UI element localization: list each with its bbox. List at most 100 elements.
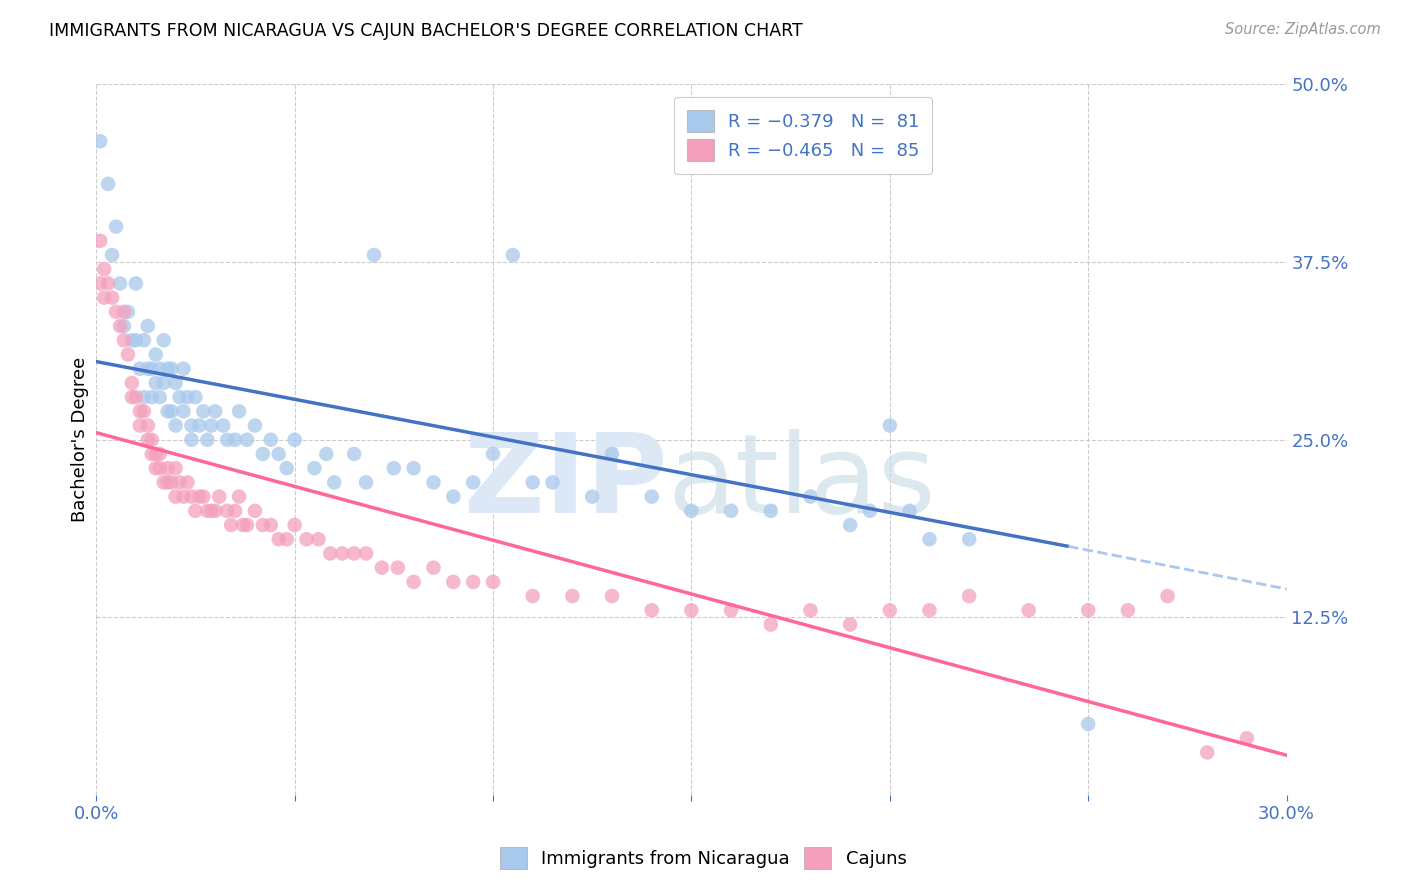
Point xyxy=(859,504,882,518)
Point xyxy=(879,418,901,433)
Point xyxy=(121,333,143,347)
Point xyxy=(354,546,377,560)
Point xyxy=(354,475,377,490)
Point xyxy=(1236,731,1258,746)
Point xyxy=(165,490,187,504)
Point xyxy=(315,447,337,461)
Point xyxy=(363,248,385,262)
Point xyxy=(184,504,207,518)
Point xyxy=(173,490,195,504)
Point xyxy=(217,504,239,518)
Point xyxy=(228,490,250,504)
Point xyxy=(145,447,167,461)
Point xyxy=(957,589,980,603)
Point xyxy=(879,603,901,617)
Legend: Immigrants from Nicaragua, Cajuns: Immigrants from Nicaragua, Cajuns xyxy=(491,838,915,879)
Point xyxy=(1156,589,1178,603)
Point xyxy=(402,461,425,475)
Point xyxy=(156,461,179,475)
Point xyxy=(200,418,222,433)
Point xyxy=(267,533,290,547)
Point xyxy=(402,574,425,589)
Point xyxy=(217,433,239,447)
Point xyxy=(441,490,464,504)
Point xyxy=(522,589,544,603)
Point xyxy=(89,134,111,148)
Point xyxy=(169,475,191,490)
Point xyxy=(173,404,195,418)
Point xyxy=(105,305,128,319)
Point xyxy=(422,475,444,490)
Y-axis label: Bachelor's Degree: Bachelor's Degree xyxy=(72,357,89,523)
Point xyxy=(276,533,298,547)
Point xyxy=(641,490,664,504)
Point xyxy=(681,504,703,518)
Text: ZIP: ZIP xyxy=(464,429,668,536)
Point xyxy=(260,433,283,447)
Point xyxy=(93,262,115,277)
Point xyxy=(97,277,120,291)
Point xyxy=(252,447,274,461)
Point xyxy=(463,574,485,589)
Point xyxy=(600,589,623,603)
Point xyxy=(918,603,941,617)
Point xyxy=(284,518,307,533)
Point xyxy=(463,475,485,490)
Point xyxy=(236,433,259,447)
Point xyxy=(561,589,583,603)
Point xyxy=(195,504,218,518)
Point xyxy=(117,305,139,319)
Point xyxy=(152,333,174,347)
Point xyxy=(188,418,211,433)
Point xyxy=(1018,603,1040,617)
Point xyxy=(125,333,148,347)
Point xyxy=(204,504,226,518)
Point xyxy=(101,248,124,262)
Point xyxy=(173,361,195,376)
Point xyxy=(128,361,150,376)
Point xyxy=(1197,746,1219,760)
Point xyxy=(232,518,254,533)
Point xyxy=(89,277,111,291)
Point xyxy=(482,447,505,461)
Point xyxy=(243,418,266,433)
Point xyxy=(236,518,259,533)
Point xyxy=(160,404,183,418)
Point xyxy=(184,390,207,404)
Point xyxy=(117,347,139,361)
Point xyxy=(681,603,703,617)
Point xyxy=(108,319,131,334)
Point xyxy=(382,461,405,475)
Point xyxy=(193,404,215,418)
Point xyxy=(149,361,172,376)
Point xyxy=(176,475,198,490)
Point xyxy=(128,404,150,418)
Point xyxy=(195,433,218,447)
Point xyxy=(169,390,191,404)
Point xyxy=(105,219,128,234)
Point xyxy=(200,504,222,518)
Point xyxy=(295,533,318,547)
Point xyxy=(600,447,623,461)
Point xyxy=(165,418,187,433)
Point xyxy=(219,518,242,533)
Point xyxy=(149,461,172,475)
Point xyxy=(176,390,198,404)
Legend: R = −0.379   N =  81, R = −0.465   N =  85: R = −0.379 N = 81, R = −0.465 N = 85 xyxy=(673,97,932,174)
Text: IMMIGRANTS FROM NICARAGUA VS CAJUN BACHELOR'S DEGREE CORRELATION CHART: IMMIGRANTS FROM NICARAGUA VS CAJUN BACHE… xyxy=(49,22,803,40)
Point xyxy=(165,461,187,475)
Point xyxy=(371,560,394,574)
Point xyxy=(141,390,163,404)
Point xyxy=(267,447,290,461)
Point xyxy=(141,361,163,376)
Point xyxy=(319,546,342,560)
Point xyxy=(284,433,307,447)
Point xyxy=(1116,603,1139,617)
Point xyxy=(441,574,464,589)
Point xyxy=(228,404,250,418)
Point xyxy=(1077,717,1099,731)
Point xyxy=(136,433,159,447)
Point xyxy=(720,603,742,617)
Point xyxy=(108,277,131,291)
Point xyxy=(128,418,150,433)
